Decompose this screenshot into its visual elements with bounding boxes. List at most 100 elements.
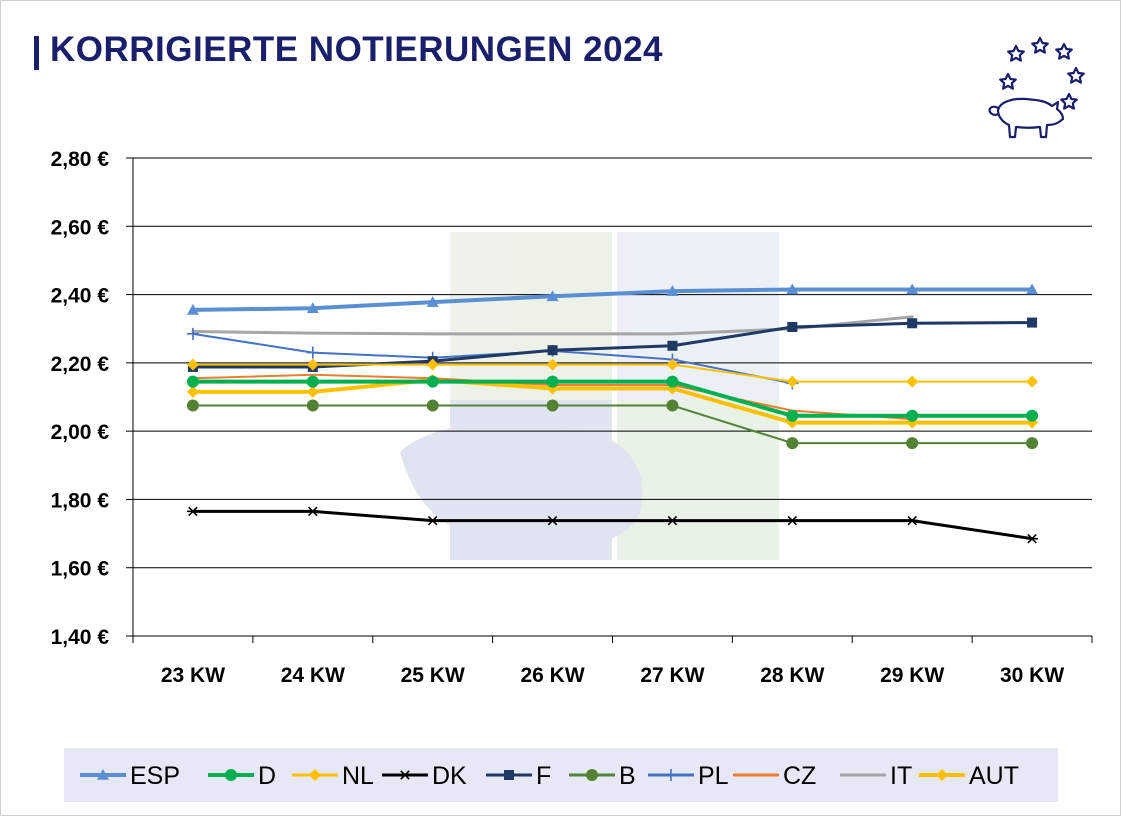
data-point — [186, 375, 199, 388]
series-line — [191, 363, 1034, 383]
data-point — [906, 437, 919, 450]
y-tick-label: 1,40 € — [51, 626, 110, 649]
data-point — [546, 358, 559, 371]
series-line — [190, 377, 1035, 425]
data-point — [665, 769, 677, 781]
data-point — [186, 303, 199, 315]
data-point — [786, 283, 799, 295]
data-point — [186, 358, 199, 371]
x-tick-label: 25 KW — [401, 664, 465, 687]
pig-with-eu-stars-icon — [988, 36, 1085, 139]
x-tick-label: 27 KW — [640, 664, 704, 687]
data-point — [546, 399, 559, 412]
legend-label: F — [536, 762, 551, 790]
data-point — [426, 375, 439, 388]
data-point — [786, 515, 799, 526]
data-point — [666, 285, 679, 296]
legend-entry-aut: AUT — [919, 762, 1019, 790]
legend-label: CZ — [783, 762, 816, 790]
y-tick-label: 1,80 € — [51, 489, 110, 512]
data-point — [1027, 317, 1038, 328]
chart-title: KORRIGIERTE NOTIERUNGEN 2024 — [50, 30, 663, 69]
data-point — [786, 375, 799, 388]
legend-label: NL — [342, 762, 374, 790]
series-line — [191, 321, 1034, 369]
series-nl — [186, 358, 1039, 388]
legend-label: IT — [890, 762, 912, 790]
data-point — [906, 283, 919, 295]
series-d — [186, 375, 1039, 422]
data-point — [186, 327, 199, 340]
data-point — [306, 375, 319, 388]
legend-label: AUT — [969, 762, 1019, 790]
data-point — [666, 375, 679, 388]
data-point — [306, 346, 319, 359]
series-esp — [186, 283, 1039, 315]
legend-entry-esp: ESP — [80, 762, 180, 790]
data-point — [546, 290, 559, 302]
data-point — [586, 769, 598, 781]
legend-label: D — [258, 762, 276, 790]
watermark-pig — [400, 421, 643, 549]
legend-entry-cz: CZ — [733, 762, 816, 790]
data-point — [666, 515, 679, 526]
y-tick-label: 1,60 € — [51, 558, 110, 581]
legend-label: B — [619, 762, 636, 790]
y-tick-label: 2,60 € — [51, 216, 110, 239]
data-point — [1026, 533, 1039, 544]
y-tick-label: 2,80 € — [51, 148, 110, 171]
data-point — [1026, 283, 1039, 295]
data-point — [786, 437, 799, 450]
data-point — [906, 375, 919, 388]
legend-entry-dk: DK — [382, 762, 467, 790]
data-point — [186, 385, 199, 398]
data-point — [547, 345, 558, 356]
data-point — [426, 358, 439, 371]
x-tick-label: 23 KW — [161, 664, 225, 687]
data-point — [225, 769, 237, 781]
data-point — [936, 769, 948, 781]
legend: ESP D NL DK F B PL CZ IT AUT — [64, 748, 1058, 802]
x-tick-label: 29 KW — [880, 664, 944, 687]
data-point — [426, 515, 439, 526]
legend-entry-d: D — [208, 762, 276, 790]
series-line — [191, 509, 1034, 541]
series-dk — [186, 506, 1039, 544]
data-point — [306, 506, 319, 517]
y-tick-label: 2,00 € — [51, 421, 110, 444]
x-tick-label: 24 KW — [281, 664, 345, 687]
legend-entry-f: F — [486, 762, 551, 790]
y-tick-label: 2,20 € — [51, 353, 110, 376]
legend-entries: ESP D NL DK F B PL CZ IT AUT — [80, 762, 1019, 790]
data-point — [306, 385, 319, 398]
x-tick-label: 26 KW — [520, 664, 584, 687]
data-point — [306, 399, 319, 412]
data-point — [306, 358, 319, 371]
y-tick-label: 2,40 € — [51, 285, 110, 308]
data-point — [906, 409, 919, 422]
data-point — [907, 318, 918, 329]
data-point — [186, 399, 199, 412]
legend-label: ESP — [130, 762, 180, 790]
data-point — [426, 296, 439, 307]
data-point — [906, 515, 919, 526]
data-point — [787, 322, 798, 333]
data-point — [666, 358, 679, 371]
data-point — [1026, 409, 1039, 422]
series-b — [186, 399, 1039, 450]
legend-entry-it: IT — [840, 762, 912, 790]
data-point — [309, 769, 321, 781]
data-point — [1026, 375, 1039, 388]
title-accent-bar — [34, 36, 39, 70]
series-line — [190, 287, 1035, 312]
legend-entry-pl: PL — [648, 762, 729, 790]
data-point — [306, 302, 319, 314]
legend-label: DK — [432, 762, 467, 790]
data-point — [546, 375, 559, 388]
data-point — [426, 399, 439, 412]
data-point — [667, 340, 678, 351]
watermark-block — [617, 400, 779, 560]
data-point — [186, 506, 199, 517]
x-tick-label: 28 KW — [760, 664, 824, 687]
